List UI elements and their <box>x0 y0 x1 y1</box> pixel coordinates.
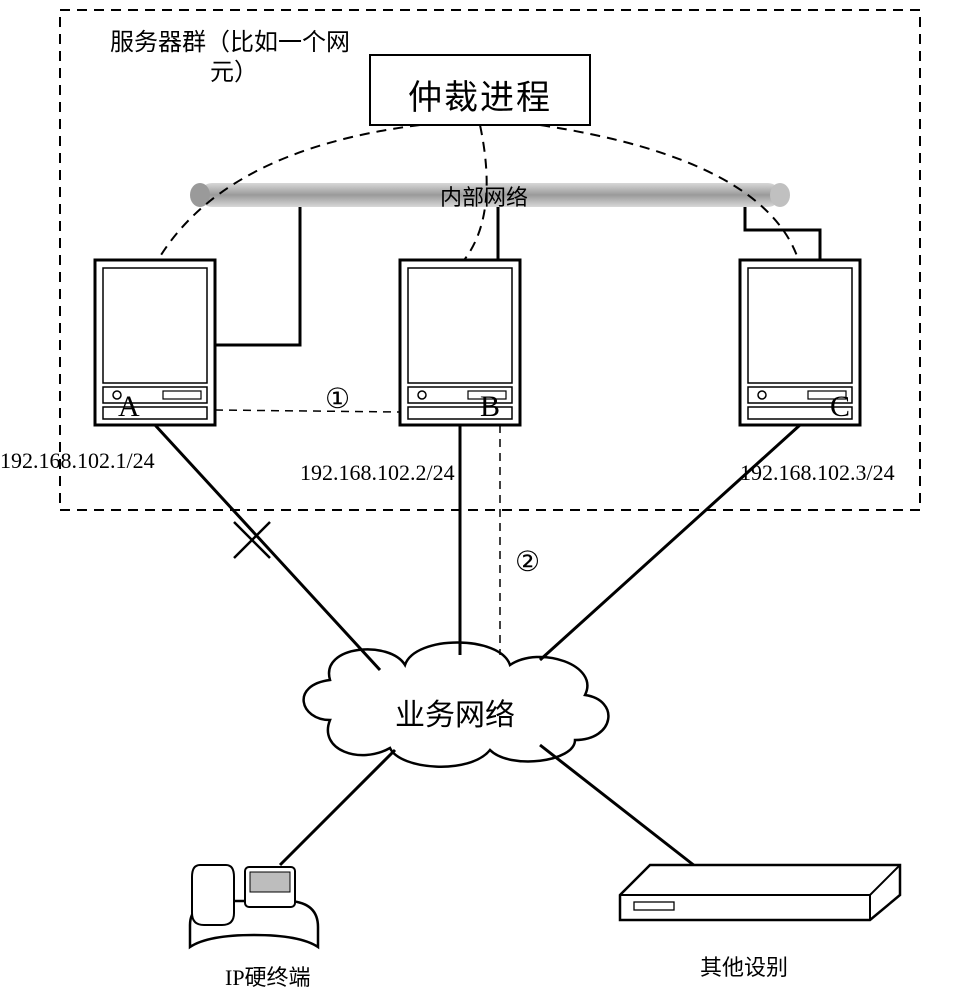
server-b-letter: B <box>480 390 500 424</box>
server-b-ip: 192.168.102.2/24 <box>300 460 455 486</box>
marker-2: ② <box>515 545 540 579</box>
internal-network-label: 内部网络 <box>440 180 528 212</box>
arbiter-process-label: 仲裁进程 <box>408 70 552 119</box>
server-c-ip: 192.168.102.3/24 <box>740 460 895 486</box>
marker-1: ① <box>325 382 350 416</box>
group-title-line2: 元） <box>210 52 258 87</box>
server-c-letter: C <box>830 390 850 424</box>
other-device-label: 其他设别 <box>700 950 788 982</box>
server-a-ip: 192.168.102.1/24 <box>0 448 155 474</box>
server-a-letter: A <box>118 390 140 424</box>
ip-phone-label: IP硬终端 <box>225 960 311 992</box>
business-network-label: 业务网络 <box>395 690 515 734</box>
